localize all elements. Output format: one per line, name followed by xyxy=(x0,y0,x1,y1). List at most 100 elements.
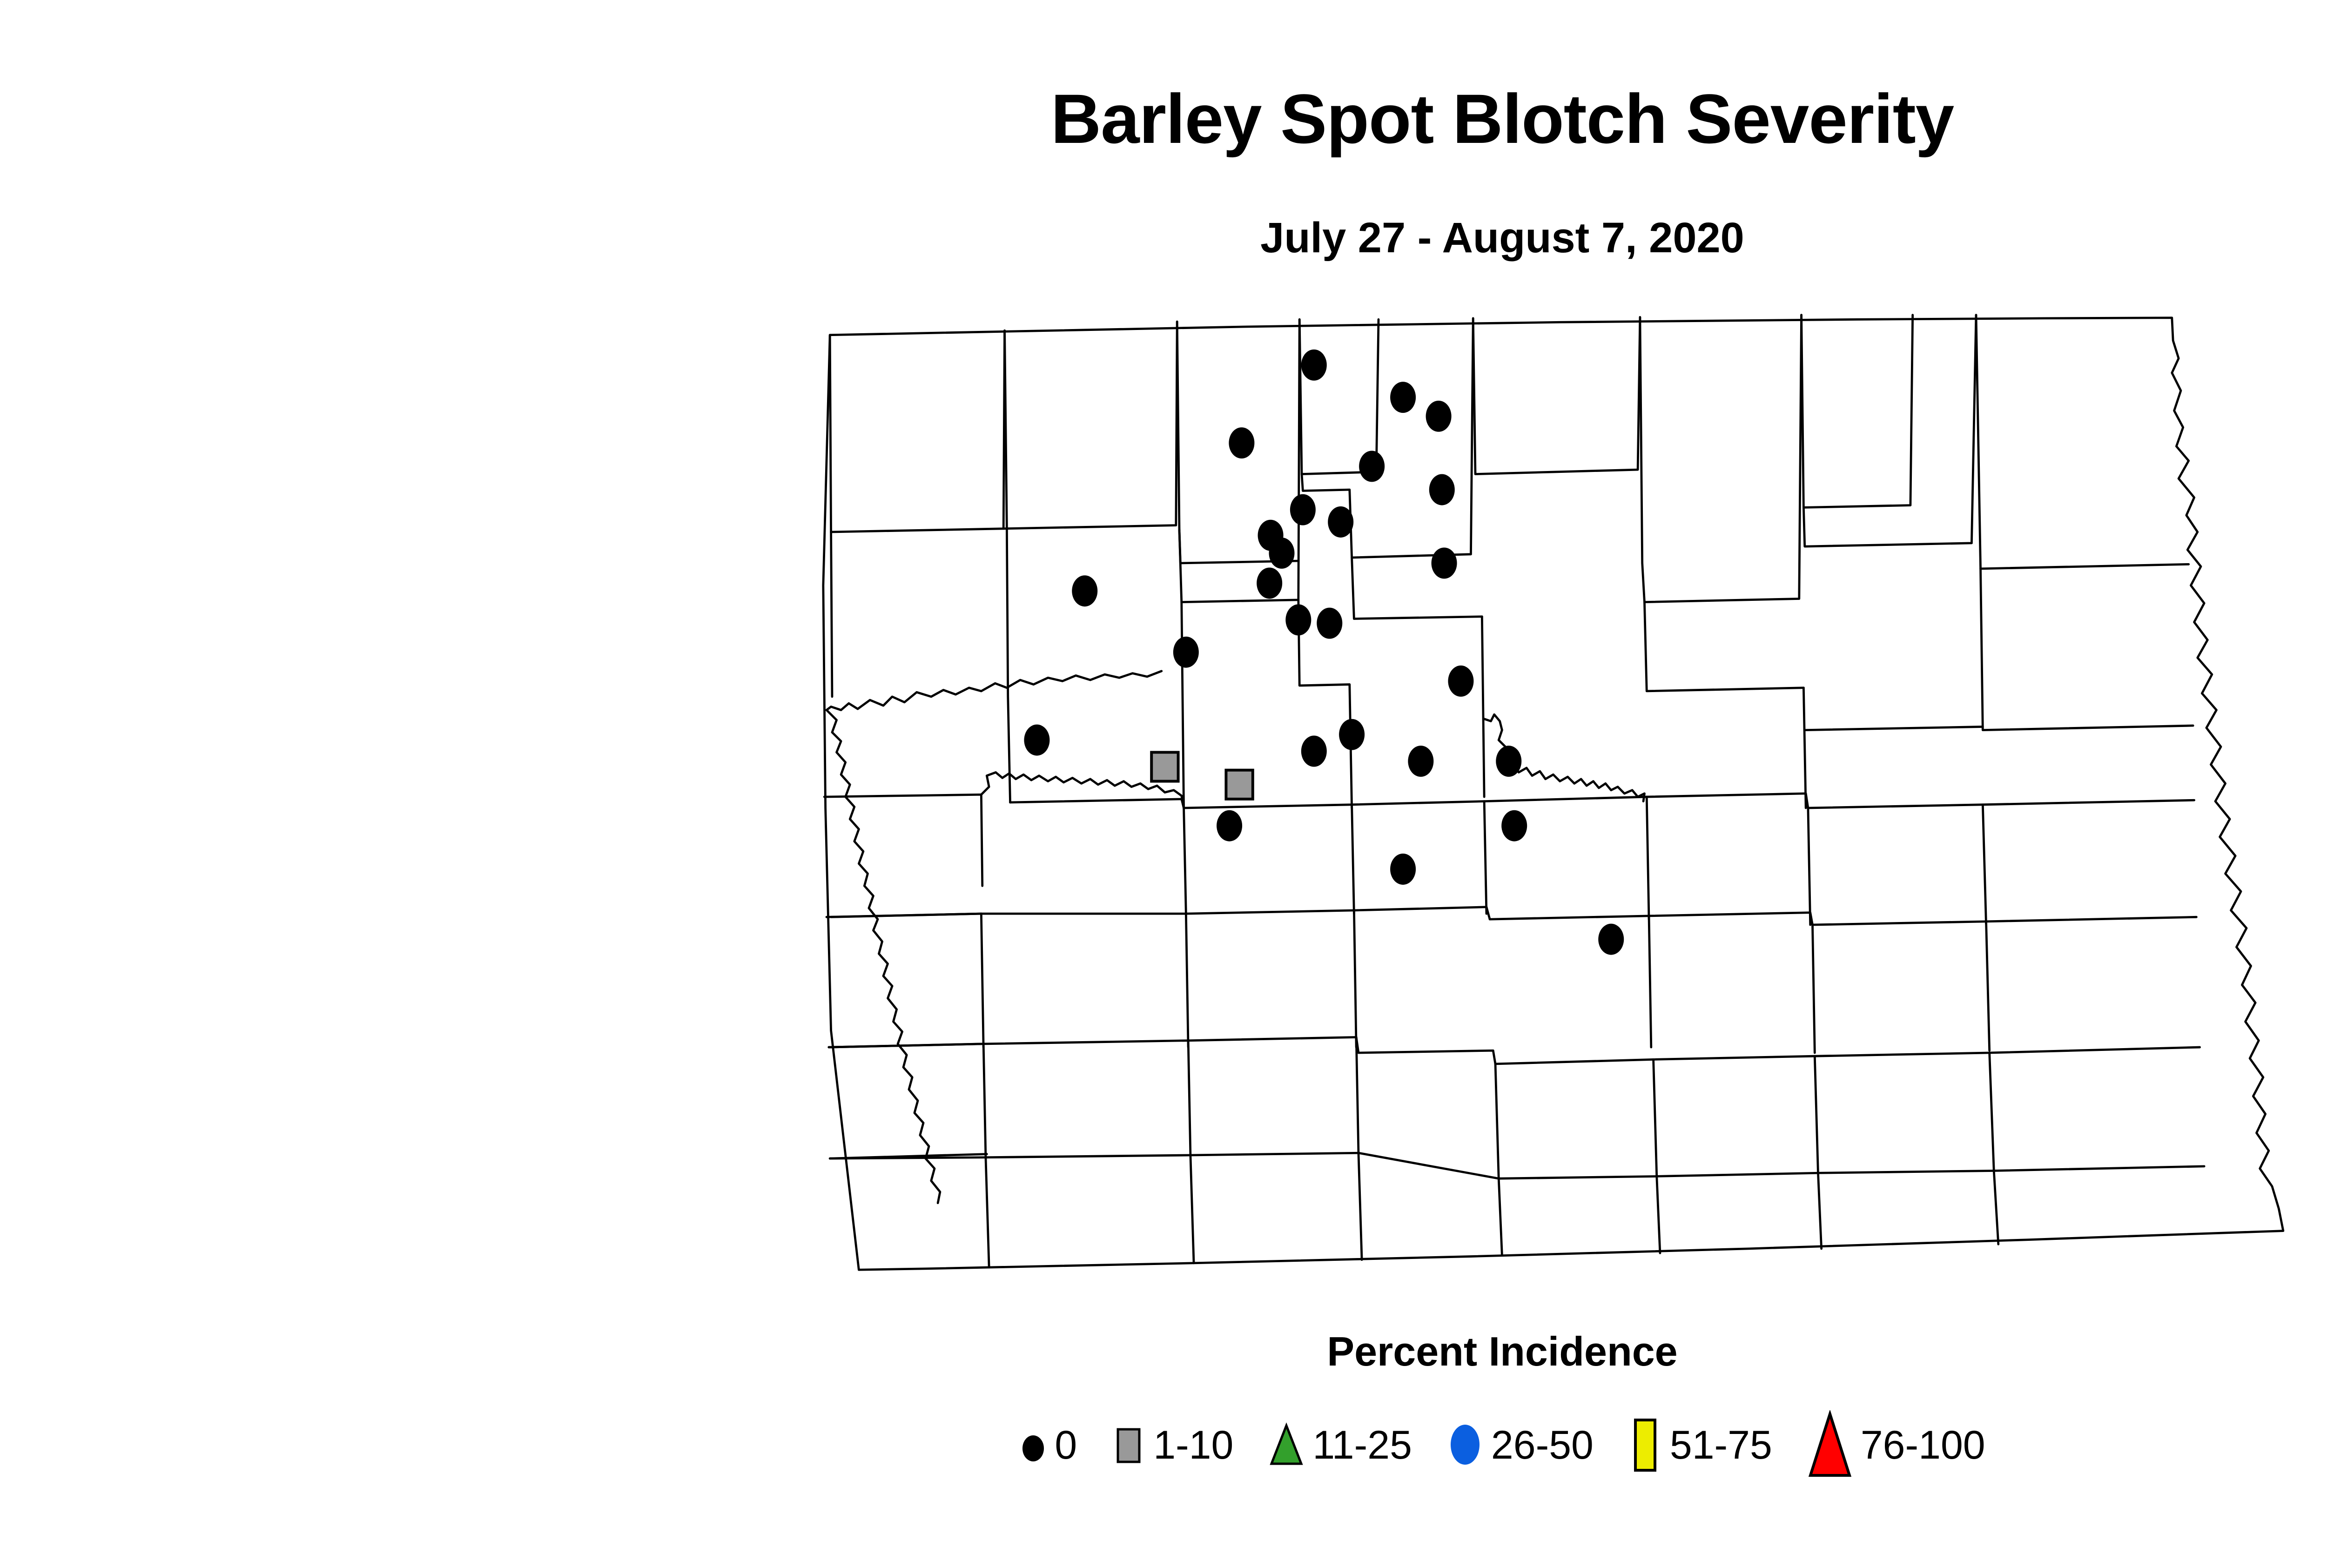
marker-dot xyxy=(1173,636,1199,668)
county-line-t4d xyxy=(1352,909,1358,1049)
county-line-t6f xyxy=(1497,1177,1503,1257)
county-line-t5a xyxy=(827,1036,1358,1049)
county-boundaries xyxy=(822,314,2285,1271)
marker-dot xyxy=(1290,494,1316,525)
marker-dot xyxy=(1390,854,1416,885)
county-line-t4g xyxy=(1648,911,1814,926)
marker-dot xyxy=(1317,607,1343,639)
county-line-t5h xyxy=(1652,1058,1658,1178)
legend-title: Percent Incidence xyxy=(1327,1328,1678,1374)
county-line-t3d xyxy=(1351,803,1355,915)
marker-dot xyxy=(1426,400,1452,432)
marker-dot xyxy=(1229,427,1255,459)
legend-label-1-10: 1-10 xyxy=(1153,1423,1234,1467)
missouri-river xyxy=(825,709,942,1205)
marker-dot xyxy=(1301,349,1327,381)
county-line-t6b xyxy=(1497,1165,2206,1180)
triangle-icon xyxy=(1808,1410,1851,1477)
marker-dot xyxy=(1217,810,1243,841)
marker-dot xyxy=(1285,604,1311,636)
county-line-t3a xyxy=(1009,798,1185,809)
legend-label-26-50: 26-50 xyxy=(1491,1423,1594,1467)
county-line-t5g xyxy=(1494,1063,1500,1180)
marker-dot xyxy=(1390,382,1416,413)
county-line-n2 xyxy=(1003,329,1008,530)
legend-label-51-75: 51-75 xyxy=(1669,1423,1772,1467)
county-line-t5e xyxy=(1187,1039,1192,1157)
legend-item-51-75[interactable]: 51-75 xyxy=(1628,1413,1772,1478)
county-line-t6c xyxy=(984,1156,990,1268)
marker-dot xyxy=(1598,923,1624,955)
county-line-w1 xyxy=(828,329,1006,533)
county-line-n1 xyxy=(1002,320,1178,530)
legend: 0 1-10 11-25 26-50 51-75 xyxy=(0,1410,2327,1480)
county-line-n4 xyxy=(1298,318,1380,476)
marker-dot xyxy=(1429,474,1455,505)
county-line-t6e xyxy=(1357,1151,1363,1261)
county-line-t5c xyxy=(1494,1046,2201,1065)
page-title: Barley Spot Blotch Severity xyxy=(1050,80,1954,158)
county-line-t3f xyxy=(1645,795,1650,921)
marker-dot xyxy=(1501,810,1527,841)
marker-dot xyxy=(1328,506,1354,538)
county-line-w3 xyxy=(825,670,1163,711)
county-line-t6a xyxy=(828,1151,1500,1180)
legend-label-11-25: 11-25 xyxy=(1312,1423,1412,1467)
county-line-t3h xyxy=(1807,799,2196,809)
county-line-t4b xyxy=(980,906,1488,915)
state-outline xyxy=(822,316,2285,1271)
county-line-t5f xyxy=(1355,1036,1360,1154)
legend-label-76-100: 76-100 xyxy=(1860,1423,1985,1467)
marker-dot xyxy=(1072,575,1098,607)
county-line-t4h xyxy=(1811,915,2198,926)
county-line-t4j xyxy=(1985,920,1991,1052)
devils-lake xyxy=(1483,713,1646,803)
county-line-n8 xyxy=(1643,314,1802,604)
marker-dot xyxy=(1339,719,1365,750)
county-line-t4e xyxy=(1485,906,1650,921)
county-line-t5b xyxy=(1355,1036,1497,1065)
legend-item-11-25[interactable]: 11-25 xyxy=(1268,1417,1412,1473)
county-line-n9 xyxy=(1800,314,1914,509)
county-line-t5j xyxy=(1988,1051,1995,1172)
marker-dot xyxy=(1301,735,1327,767)
marker-dot xyxy=(1269,537,1295,569)
lake-sakakawea xyxy=(980,771,1185,809)
legend-label-0: 0 xyxy=(1055,1423,1077,1467)
marker-square xyxy=(1224,768,1254,801)
data-markers xyxy=(1024,349,1624,955)
county-line-t6d xyxy=(1189,1154,1195,1265)
county-line-t3j xyxy=(1981,803,1987,925)
county-line-n10 xyxy=(1802,314,1977,548)
legend-item-26-50[interactable]: 26-50 xyxy=(1446,1415,1594,1475)
legend-item-1-10[interactable]: 1-10 xyxy=(1111,1417,1233,1473)
marker-square xyxy=(1150,751,1180,783)
county-line-t4i xyxy=(1811,923,1816,1054)
marker-dot xyxy=(1257,567,1283,599)
county-line-t2j xyxy=(1804,726,1984,731)
county-line-t2c xyxy=(1180,601,1185,809)
county-line-t2f xyxy=(1480,615,1486,798)
county-line-n7 xyxy=(1639,316,1646,604)
county-line-n6 xyxy=(1472,316,1641,476)
county-line-t2h xyxy=(1802,686,1807,809)
county-line-w4 xyxy=(823,793,984,887)
marker-dot xyxy=(1496,746,1522,777)
marker-dot xyxy=(1431,547,1457,579)
county-line-t5i xyxy=(1813,1055,1819,1174)
north-dakota-map xyxy=(689,307,2327,1303)
legend-item-76-100[interactable]: 76-100 xyxy=(1807,1410,1985,1480)
county-line-t4f xyxy=(1648,915,1653,1049)
county-line-t6h xyxy=(1817,1171,1823,1250)
county-line-t2g xyxy=(1643,601,1805,693)
county-line-t6g xyxy=(1655,1175,1661,1254)
county-line-n11 xyxy=(1975,314,2190,570)
marker-dot xyxy=(1024,724,1050,756)
marker-dot xyxy=(1408,746,1434,777)
triangle-icon xyxy=(1270,1422,1303,1465)
county-line-t3e xyxy=(1483,800,1488,915)
legend-item-0[interactable]: 0 xyxy=(1019,1420,1077,1471)
county-line-t2e xyxy=(1351,556,1483,620)
county-line-t3g xyxy=(1645,792,1809,809)
